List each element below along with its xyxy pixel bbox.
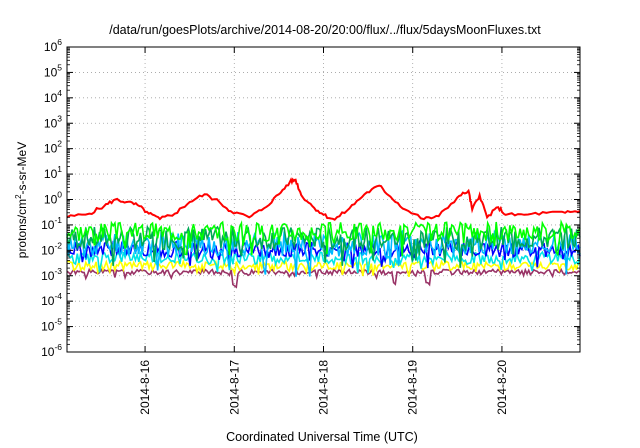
y-tick-label: 101 [44, 164, 62, 181]
grid [67, 47, 580, 352]
x-tick-label: 2014-8-17 [227, 360, 241, 415]
y-tick-label: 10-5 [41, 317, 62, 334]
y-tick-label: 10-2 [41, 240, 62, 257]
y-tick-label: 10-3 [41, 266, 62, 283]
series-line [66, 218, 581, 257]
x-tick-label: 2014-8-18 [317, 360, 331, 415]
x-tick-label: 2014-8-20 [495, 360, 509, 415]
series-group [66, 177, 581, 289]
series-line [66, 267, 581, 289]
x-axis: 2014-8-16 2014-8-17 2014-8-18 2014-8-19 2014… [138, 47, 509, 415]
y-tick-label: 105 [44, 62, 62, 79]
y-tick-label: 104 [44, 88, 62, 105]
y-tick-label: 106 [44, 37, 62, 54]
y-axis: 10-6 10-5 10-4 10-3 10-2 10-1 100 101 102 103 104 1… [41, 37, 580, 359]
chart-title: /data/run/goesPlots/archive/2014-08-20/2… [109, 23, 541, 37]
y-tick-label: 10-1 [41, 215, 62, 232]
y-tick-label: 102 [44, 139, 62, 156]
series-line [66, 258, 581, 278]
series-line-red [66, 177, 581, 221]
y-tick-label: 10-4 [41, 291, 62, 308]
x-tick-label: 2014-8-19 [406, 360, 420, 415]
y-axis-label: protons/cm2-s-sr-MeV [14, 142, 29, 258]
x-axis-label: Coordinated Universal Time (UTC) [226, 430, 418, 444]
y-tick-label: 100 [44, 190, 62, 207]
x-tick-label: 2014-8-16 [138, 360, 152, 415]
y-tick-label: 10-6 [41, 342, 62, 359]
series-line [66, 249, 581, 274]
y-tick-label: 103 [44, 113, 62, 130]
